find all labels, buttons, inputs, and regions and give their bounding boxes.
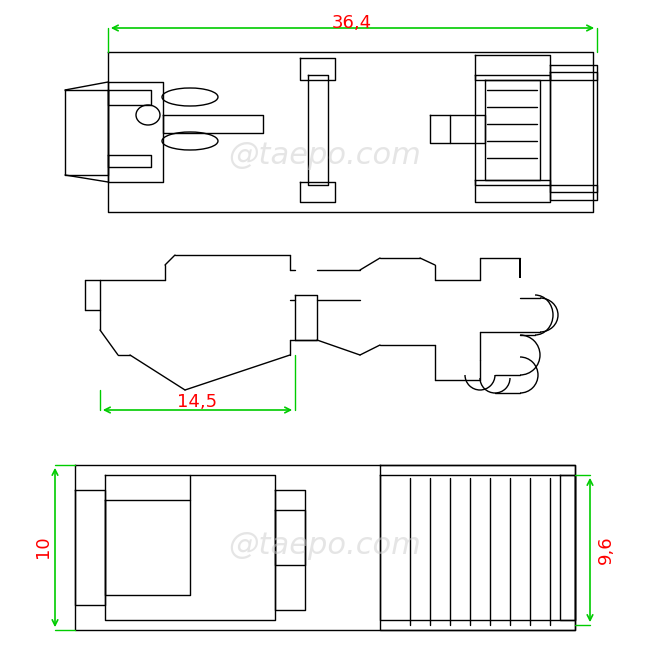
- Text: 10: 10: [34, 536, 52, 558]
- Text: 14,5: 14,5: [177, 393, 217, 411]
- Text: 36,4: 36,4: [332, 14, 372, 32]
- Text: 9,6: 9,6: [597, 536, 615, 564]
- Text: @taepo.com: @taepo.com: [229, 140, 421, 169]
- Text: @taepo.com: @taepo.com: [229, 530, 421, 559]
